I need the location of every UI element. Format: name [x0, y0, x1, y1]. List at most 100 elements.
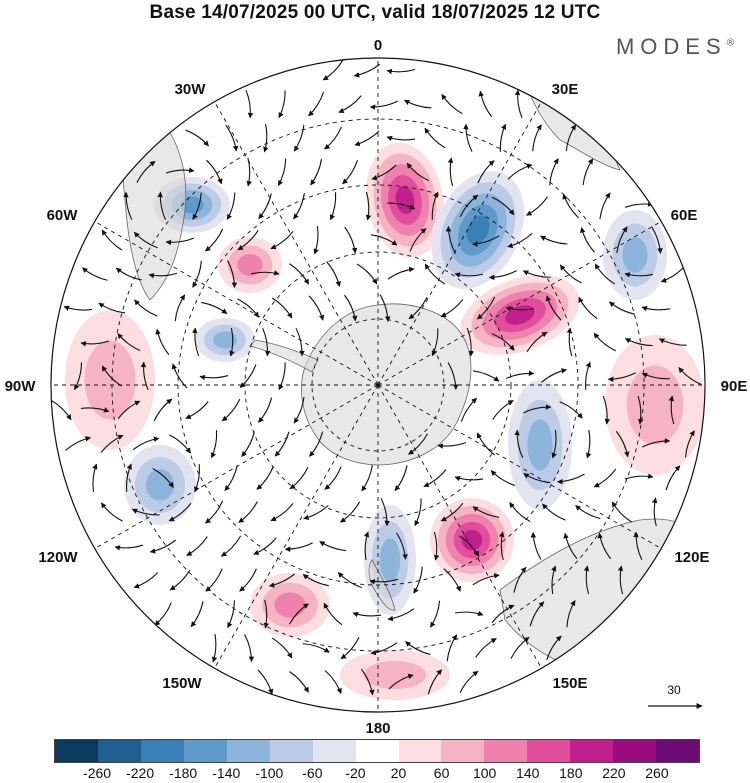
wind-arrow [352, 611, 382, 618]
wind-arrow [624, 473, 654, 480]
wind-arrow [379, 294, 391, 322]
wind-arrow [476, 432, 495, 456]
lon-label-90w: 90W [5, 378, 37, 395]
wind-arrow [526, 331, 548, 353]
wind-arrow [133, 572, 159, 589]
anomaly-neg-110w [124, 445, 196, 525]
colorbar-tick-label: -100 [255, 765, 284, 781]
wind-arrow [313, 225, 319, 255]
wind-arrow [658, 338, 687, 346]
wind-arrow [668, 395, 675, 425]
wind-arrow [220, 535, 242, 557]
wind-arrow [169, 569, 191, 591]
wind-arrow [582, 158, 594, 186]
wind-arrow [514, 89, 523, 119]
wind-arrow [126, 463, 132, 492]
anomaly-contour [363, 660, 427, 690]
anomaly-contour [84, 340, 136, 420]
wind-arrow [542, 503, 566, 521]
wind-arrow [278, 90, 286, 119]
colorbar-swatch [226, 740, 270, 762]
map-boundary [50, 57, 706, 713]
colorbar-ticks: -260 -220 -180 -140 -100 -60 -20 20 60 100 140 180 2… [54, 765, 700, 783]
wind-arrow [388, 673, 414, 690]
wind-arrow [491, 196, 515, 216]
wind-arrow [505, 306, 535, 312]
wind-arrow [472, 235, 500, 247]
wind-arrow [245, 89, 254, 119]
wind-arrow [529, 601, 545, 627]
wind-arrow [239, 364, 257, 388]
colorbar-tick-label: 60 [433, 765, 450, 781]
wind-arrow [211, 633, 218, 663]
anomaly-contour [274, 592, 306, 618]
wind-arrow [370, 234, 398, 246]
wind-arrow [225, 124, 239, 152]
wind-arrow [551, 565, 557, 595]
wind-arrow [205, 568, 223, 592]
wind-arrow [459, 194, 479, 218]
wind-arrow [114, 544, 144, 551]
wind-arrow [396, 532, 408, 560]
wind-arrow [322, 59, 344, 81]
anomaly-neg-170e [364, 505, 416, 615]
anomaly-contour [237, 253, 263, 277]
wind-arrow [293, 396, 305, 424]
wind-arrow [51, 399, 72, 421]
wind-arrow [602, 395, 611, 425]
wind-arrow [302, 573, 329, 587]
brand-name: MODES [615, 34, 727, 59]
anomaly-pos-90e [605, 335, 705, 475]
colorbar-swatch [355, 740, 399, 762]
colorbar-swatch [183, 740, 227, 762]
colorbar [54, 739, 700, 763]
wind-arrow [152, 468, 174, 488]
wind-arrow [460, 397, 478, 422]
wind-arrow [224, 465, 238, 491]
wind-arrow [185, 401, 209, 420]
anomaly-fields [65, 142, 705, 700]
wind-arrow [523, 472, 551, 484]
wind-arrow [369, 100, 398, 110]
wind-arrow [405, 641, 431, 655]
wind-arrow [344, 226, 358, 254]
wind-arrow [199, 374, 229, 381]
colorbar-swatch [570, 740, 614, 762]
wind-arrow [583, 565, 590, 595]
meridian-line [214, 384, 379, 669]
wind-arrow [154, 602, 172, 626]
wind-arrow [509, 501, 531, 523]
wind-arrow [165, 167, 195, 174]
wind-arrow [80, 340, 110, 347]
wind-arrow [133, 231, 158, 249]
wind-arrow [244, 634, 255, 663]
wind-arrow [165, 237, 195, 246]
wind-arrow [624, 272, 654, 278]
wind-arrow [258, 397, 273, 423]
wind-arrow [148, 272, 178, 279]
colorbar-swatch [269, 740, 313, 762]
wind-arrow [566, 327, 573, 357]
colorbar-tick-label: -220 [126, 765, 155, 781]
wind-arrow [192, 192, 202, 220]
wind-arrow [82, 267, 108, 281]
colorbar-swatch [140, 740, 184, 762]
wind-arrow [541, 368, 568, 383]
lon-label-60e: 60E [671, 207, 698, 224]
wind-arrow [579, 227, 595, 253]
wind-arrow [433, 531, 440, 561]
wind-arrow [342, 159, 358, 185]
colorbar-swatch [55, 740, 98, 762]
colorbar-swatch [613, 740, 657, 762]
wind-arrow [685, 430, 695, 458]
wind-arrow [408, 433, 428, 455]
wind-arrow [475, 638, 497, 658]
wind-arrow [586, 429, 592, 459]
anomaly-contour [379, 538, 401, 582]
wind-arrow [324, 126, 342, 150]
wind-arrow [153, 398, 173, 422]
wind-arrow [454, 475, 484, 482]
wind-arrow [140, 361, 149, 391]
lon-label-90e: 90E [721, 378, 748, 395]
wind-arrow [155, 328, 170, 356]
